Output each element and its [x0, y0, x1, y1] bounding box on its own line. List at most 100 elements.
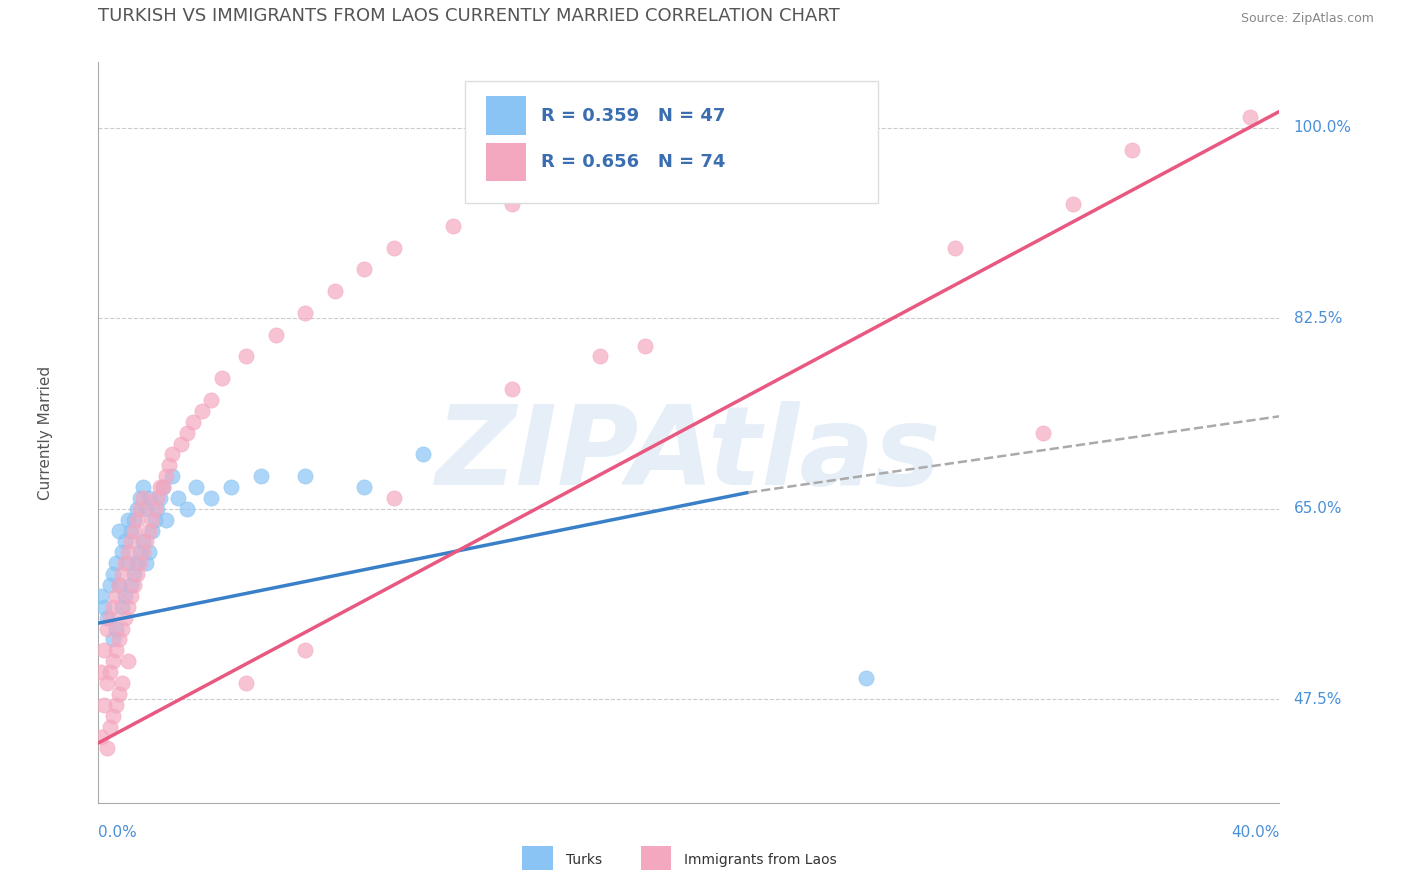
Point: [1239, 110, 1261, 124]
Point: [200, 491, 222, 505]
Point: [181, 415, 204, 429]
Point: [117, 599, 139, 614]
Point: [105, 698, 128, 712]
Text: Source: ZipAtlas.com: Source: ZipAtlas.com: [1241, 12, 1374, 25]
Point: [114, 611, 136, 625]
Text: 40.0%: 40.0%: [1232, 825, 1279, 840]
Point: [120, 589, 142, 603]
Point: [149, 480, 172, 494]
Point: [96, 676, 118, 690]
Point: [294, 643, 316, 657]
Point: [221, 480, 243, 494]
Point: [152, 480, 174, 494]
Point: [108, 578, 131, 592]
Point: [264, 327, 287, 342]
Point: [176, 425, 198, 440]
Point: [122, 567, 145, 582]
Point: [135, 501, 157, 516]
Point: [138, 524, 160, 538]
Point: [103, 599, 125, 614]
Point: [93, 599, 115, 614]
Point: [122, 578, 145, 592]
Point: [114, 556, 136, 570]
Point: [211, 371, 233, 385]
Point: [235, 676, 257, 690]
Point: [120, 534, 142, 549]
Point: [128, 556, 150, 570]
Point: [235, 350, 257, 364]
Point: [132, 491, 155, 505]
Point: [162, 447, 183, 461]
Point: [155, 513, 177, 527]
Point: [98, 611, 121, 625]
FancyBboxPatch shape: [641, 847, 671, 871]
Point: [353, 480, 375, 494]
Point: [943, 241, 966, 255]
Point: [157, 458, 180, 473]
Point: [184, 480, 207, 494]
Text: R = 0.359   N = 47: R = 0.359 N = 47: [541, 107, 725, 125]
Point: [143, 513, 166, 527]
Point: [114, 589, 136, 603]
Point: [108, 578, 131, 592]
Point: [412, 447, 434, 461]
Point: [117, 545, 139, 559]
Point: [125, 513, 148, 527]
Text: TURKISH VS IMMIGRANTS FROM LAOS CURRENTLY MARRIED CORRELATION CHART: TURKISH VS IMMIGRANTS FROM LAOS CURRENTL…: [98, 7, 841, 25]
Point: [125, 501, 148, 516]
Point: [111, 567, 134, 582]
Point: [128, 545, 150, 559]
Point: [108, 524, 131, 538]
Point: [619, 153, 641, 168]
Text: ZIPAtlas: ZIPAtlas: [436, 401, 942, 508]
Point: [98, 578, 121, 592]
Text: 82.5%: 82.5%: [1294, 310, 1341, 326]
Point: [105, 622, 128, 636]
Point: [501, 382, 523, 396]
Point: [90, 731, 112, 745]
Point: [155, 469, 177, 483]
Point: [117, 556, 139, 570]
Point: [103, 654, 125, 668]
Point: [294, 306, 316, 320]
Point: [114, 534, 136, 549]
Point: [146, 491, 169, 505]
Point: [96, 611, 118, 625]
Point: [108, 687, 131, 701]
Text: Turks: Turks: [567, 853, 602, 867]
Point: [128, 491, 150, 505]
Point: [128, 501, 150, 516]
Point: [111, 545, 134, 559]
Point: [105, 589, 128, 603]
Point: [141, 524, 163, 538]
Point: [93, 698, 115, 712]
Point: [96, 741, 118, 756]
Point: [103, 708, 125, 723]
Point: [120, 524, 142, 538]
Point: [146, 501, 169, 516]
Point: [108, 632, 131, 647]
Point: [634, 338, 657, 352]
Point: [200, 392, 222, 407]
Point: [117, 654, 139, 668]
Point: [143, 501, 166, 516]
Point: [141, 513, 163, 527]
Point: [353, 262, 375, 277]
FancyBboxPatch shape: [486, 96, 526, 135]
Point: [105, 643, 128, 657]
Point: [167, 491, 190, 505]
Point: [105, 556, 128, 570]
Text: R = 0.656   N = 74: R = 0.656 N = 74: [541, 153, 725, 171]
Point: [162, 469, 183, 483]
FancyBboxPatch shape: [464, 81, 877, 203]
Point: [111, 622, 134, 636]
Point: [191, 404, 214, 418]
FancyBboxPatch shape: [486, 143, 526, 181]
Point: [132, 534, 155, 549]
Point: [122, 524, 145, 538]
Point: [90, 665, 112, 680]
Point: [1062, 197, 1084, 211]
Text: 100.0%: 100.0%: [1294, 120, 1351, 136]
Point: [125, 556, 148, 570]
Point: [98, 665, 121, 680]
